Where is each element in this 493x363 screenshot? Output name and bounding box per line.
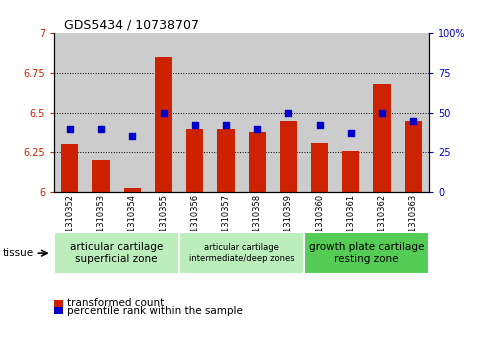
Bar — [366, 33, 398, 192]
Point — [347, 130, 355, 136]
Bar — [85, 33, 117, 192]
Text: transformed count: transformed count — [67, 298, 164, 309]
Bar — [405, 121, 422, 192]
Bar — [61, 144, 78, 192]
Text: growth plate cartilage
resting zone: growth plate cartilage resting zone — [309, 242, 424, 264]
Bar — [311, 143, 328, 192]
Bar — [280, 121, 297, 192]
Point — [284, 110, 292, 115]
Bar — [54, 33, 85, 192]
Bar — [335, 33, 366, 192]
Bar — [186, 129, 203, 192]
Bar — [248, 132, 266, 192]
Point — [191, 122, 199, 128]
Point — [222, 122, 230, 128]
Point — [378, 110, 386, 115]
Bar — [155, 57, 172, 192]
Text: percentile rank within the sample: percentile rank within the sample — [67, 306, 243, 316]
Bar — [342, 151, 359, 192]
Bar — [117, 33, 148, 192]
Point — [66, 126, 74, 131]
Bar — [374, 84, 390, 192]
Point — [316, 122, 323, 128]
Text: tissue: tissue — [2, 248, 34, 258]
Text: articular cartilage
intermediate/deep zones: articular cartilage intermediate/deep zo… — [189, 244, 294, 263]
Bar — [242, 33, 273, 192]
Bar — [179, 33, 211, 192]
Bar — [124, 188, 141, 192]
Point — [409, 118, 417, 123]
Bar — [93, 160, 109, 192]
Point — [253, 126, 261, 131]
Text: GDS5434 / 10738707: GDS5434 / 10738707 — [64, 18, 199, 31]
Point — [128, 134, 136, 139]
Text: articular cartilage
superficial zone: articular cartilage superficial zone — [70, 242, 163, 264]
Bar — [217, 129, 235, 192]
Bar — [273, 33, 304, 192]
Point — [160, 110, 168, 115]
Bar — [148, 33, 179, 192]
Bar — [211, 33, 242, 192]
Bar — [398, 33, 429, 192]
Point — [97, 126, 105, 131]
Bar — [304, 33, 335, 192]
